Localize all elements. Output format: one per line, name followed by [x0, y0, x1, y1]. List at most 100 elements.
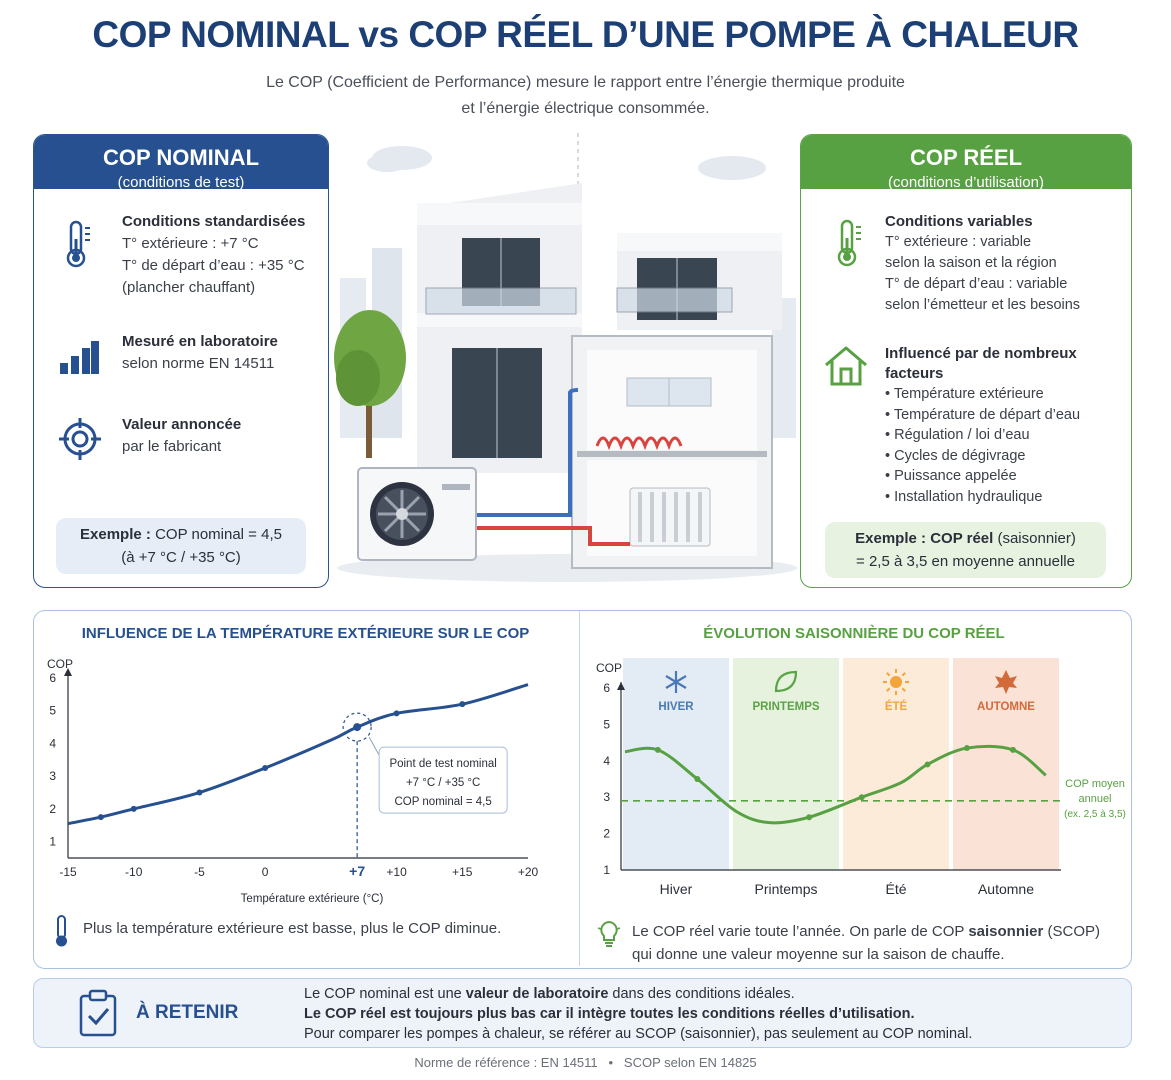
season-label: ÉTÉ: [885, 700, 908, 713]
season-label: AUTOMNE: [977, 701, 1035, 713]
real-item-conditions: Conditions variables T° extérieure : var…: [885, 213, 1125, 316]
sun-ray: [886, 672, 891, 677]
item-title: facteurs: [885, 365, 944, 382]
footer: Norme de référence : EN 14511 • SCOP sel…: [0, 1055, 1171, 1070]
item-line: T° extérieure : variable: [885, 234, 1032, 250]
real-title: COP RÉEL: [909, 145, 1023, 170]
chart1-y-tick: 5: [49, 704, 56, 718]
example-value: COP nominal = 4,5: [155, 526, 282, 543]
thermometer-icon: [56, 915, 67, 947]
chart1-x-tick: +15: [452, 865, 473, 879]
nominal-subtitle: (conditions de test): [117, 174, 245, 191]
chart2-y-tick: 6: [603, 681, 610, 695]
factor-item: • Température extérieure: [885, 386, 1044, 402]
item-title: Valeur annoncée: [122, 416, 242, 433]
retain-title: À RETENIR: [136, 1002, 239, 1023]
chart1-annotation-box: [378, 746, 508, 814]
season-band-0: [623, 658, 729, 870]
chart1-series-line: [67, 683, 529, 826]
item-title: Conditions standardisées: [122, 213, 306, 230]
chart2-y-arrow: [617, 682, 625, 690]
nominal-title: COP NOMINAL: [102, 145, 260, 170]
chart1-y-tick: 2: [49, 802, 56, 816]
sun-ray: [901, 672, 906, 677]
house-illustration: [334, 133, 797, 582]
example-line-2: (à +7 °C / +35 °C): [121, 549, 241, 566]
chart1-x-tick: -15: [59, 865, 77, 879]
season-label: PRINTEMPS: [752, 701, 819, 713]
example-suffix: (saisonnier): [997, 530, 1076, 547]
intro-line-2: et l’énergie électrique consommée.: [461, 100, 710, 117]
chart1-annotation-line: COP nominal = 4,5: [395, 796, 492, 808]
example-label: Exemple :: [80, 526, 151, 543]
item-line: selon norme EN 14511: [122, 355, 275, 372]
retain-box: À RETENIR Le COP nominal est une valeur …: [33, 978, 1132, 1048]
snowflake-icon: [665, 671, 687, 693]
snowflake-stroke: [665, 675, 687, 689]
chart2-y-tick: 3: [603, 790, 610, 804]
chart2-point: [654, 746, 661, 753]
item-line: T° extérieure : +7 °C: [122, 235, 259, 252]
chart2-caption: Le COP réel varie toute l’année. On parl…: [632, 923, 1101, 963]
chart2-average-label: annuel: [1078, 793, 1111, 805]
chart2-title: ÉVOLUTION SAISONNIÈRE DU COP RÉEL: [703, 625, 1005, 642]
item-line: selon la saison et la région: [885, 255, 1057, 271]
chart2-x-tick: Printemps: [754, 881, 817, 897]
factor-item: • Régulation / loi d’eau: [885, 427, 1030, 443]
footer-scop: SCOP selon EN 14825: [623, 1055, 757, 1070]
factor-item: • Puissance appelée: [885, 468, 1017, 484]
sun-ray: [886, 687, 891, 692]
item-title: Influencé par de nombreux: [885, 345, 1077, 362]
chart2-svg: HIVER PRINTEMPS ÉTÉ AUTOMNE COP 1 2 3 4 5 6 Hiver Pr…: [596, 658, 1126, 897]
chart1-annotation-line: +7 °C / +35 °C: [406, 777, 480, 789]
item-line: T° de départ d’eau : +35 °C: [122, 257, 305, 274]
nominal-example-box: Exemple : COP nominal = 4,5 (à +7 °C / +…: [56, 518, 306, 574]
chart2-point: [963, 745, 970, 752]
item-line: selon l’émetteur et les besoins: [885, 297, 1081, 313]
lightbulb-icon: [597, 920, 621, 947]
target-icon: [59, 418, 101, 460]
page-title: COP NOMINAL vs COP RÉEL D’UNE POMPE À CH…: [92, 14, 1079, 55]
nominal-item-value: Valeur annoncée par le fabricant: [122, 416, 322, 458]
real-example-box: Exemple : COP réel (saisonnier) = 2,5 à …: [825, 522, 1106, 578]
chart1-svg: COP 1 2 3 4 5 6 -15 -10 -5 0 +7 +10 +15 +20 Température…: [47, 657, 539, 905]
chart1-x-tick: 0: [262, 865, 269, 879]
charts-divider: [579, 611, 580, 966]
intro-line-1: Le COP (Coefficient de Performance) mesu…: [266, 74, 905, 91]
real-subtitle: (conditions d’utilisation): [888, 174, 1044, 191]
chart2-x-tick: Hiver: [660, 881, 693, 897]
chart1-nominal-point: [353, 723, 362, 732]
chart1-point: [97, 814, 104, 821]
chart1-y-arrow: [64, 668, 72, 676]
item-title: Mesuré en laboratoire: [122, 333, 278, 350]
real-header: COP RÉEL (conditions d’utilisation): [801, 135, 1131, 191]
chart1-x-tick: -5: [194, 865, 205, 879]
bar-chart-icon: [60, 341, 99, 374]
chart1-point: [393, 710, 400, 717]
factor-item: • Installation hydraulique: [885, 488, 1043, 505]
chart1-y-tick: 4: [49, 736, 56, 750]
chart1-x-label: Température extérieure (°C): [241, 893, 384, 905]
example-label: Exemple :: [855, 530, 927, 547]
example-value: COP réel: [930, 530, 994, 547]
thermometer-icon: [66, 220, 90, 268]
example-line-2: = 2,5 à 3,5 en moyenne annuelle: [856, 553, 1075, 570]
chart1-point: [196, 789, 203, 796]
chart2-point: [1009, 746, 1016, 753]
item-line: (plancher chauffant): [122, 279, 256, 296]
season-band-2: [843, 658, 949, 870]
chart1-x-tick: +10: [386, 865, 407, 879]
chart2-point: [806, 814, 813, 821]
chart2-average-label: (ex. 2,5 à 3,5): [1064, 809, 1126, 820]
chart2-y-tick: 2: [603, 827, 610, 841]
season-band-1: [733, 658, 839, 870]
item-line: par le fabricant: [122, 438, 222, 455]
maple-leaf-icon: [995, 670, 1017, 694]
item-title: Conditions variables: [885, 213, 1033, 230]
chart2-x-tick: Été: [885, 881, 906, 897]
chart2-y-tick: 1: [603, 863, 610, 877]
chart2-average-label: COP moyen: [1065, 778, 1125, 790]
chart1-point: [262, 765, 269, 771]
chart2-point: [858, 794, 865, 801]
chart1-y-tick: 6: [49, 671, 56, 685]
